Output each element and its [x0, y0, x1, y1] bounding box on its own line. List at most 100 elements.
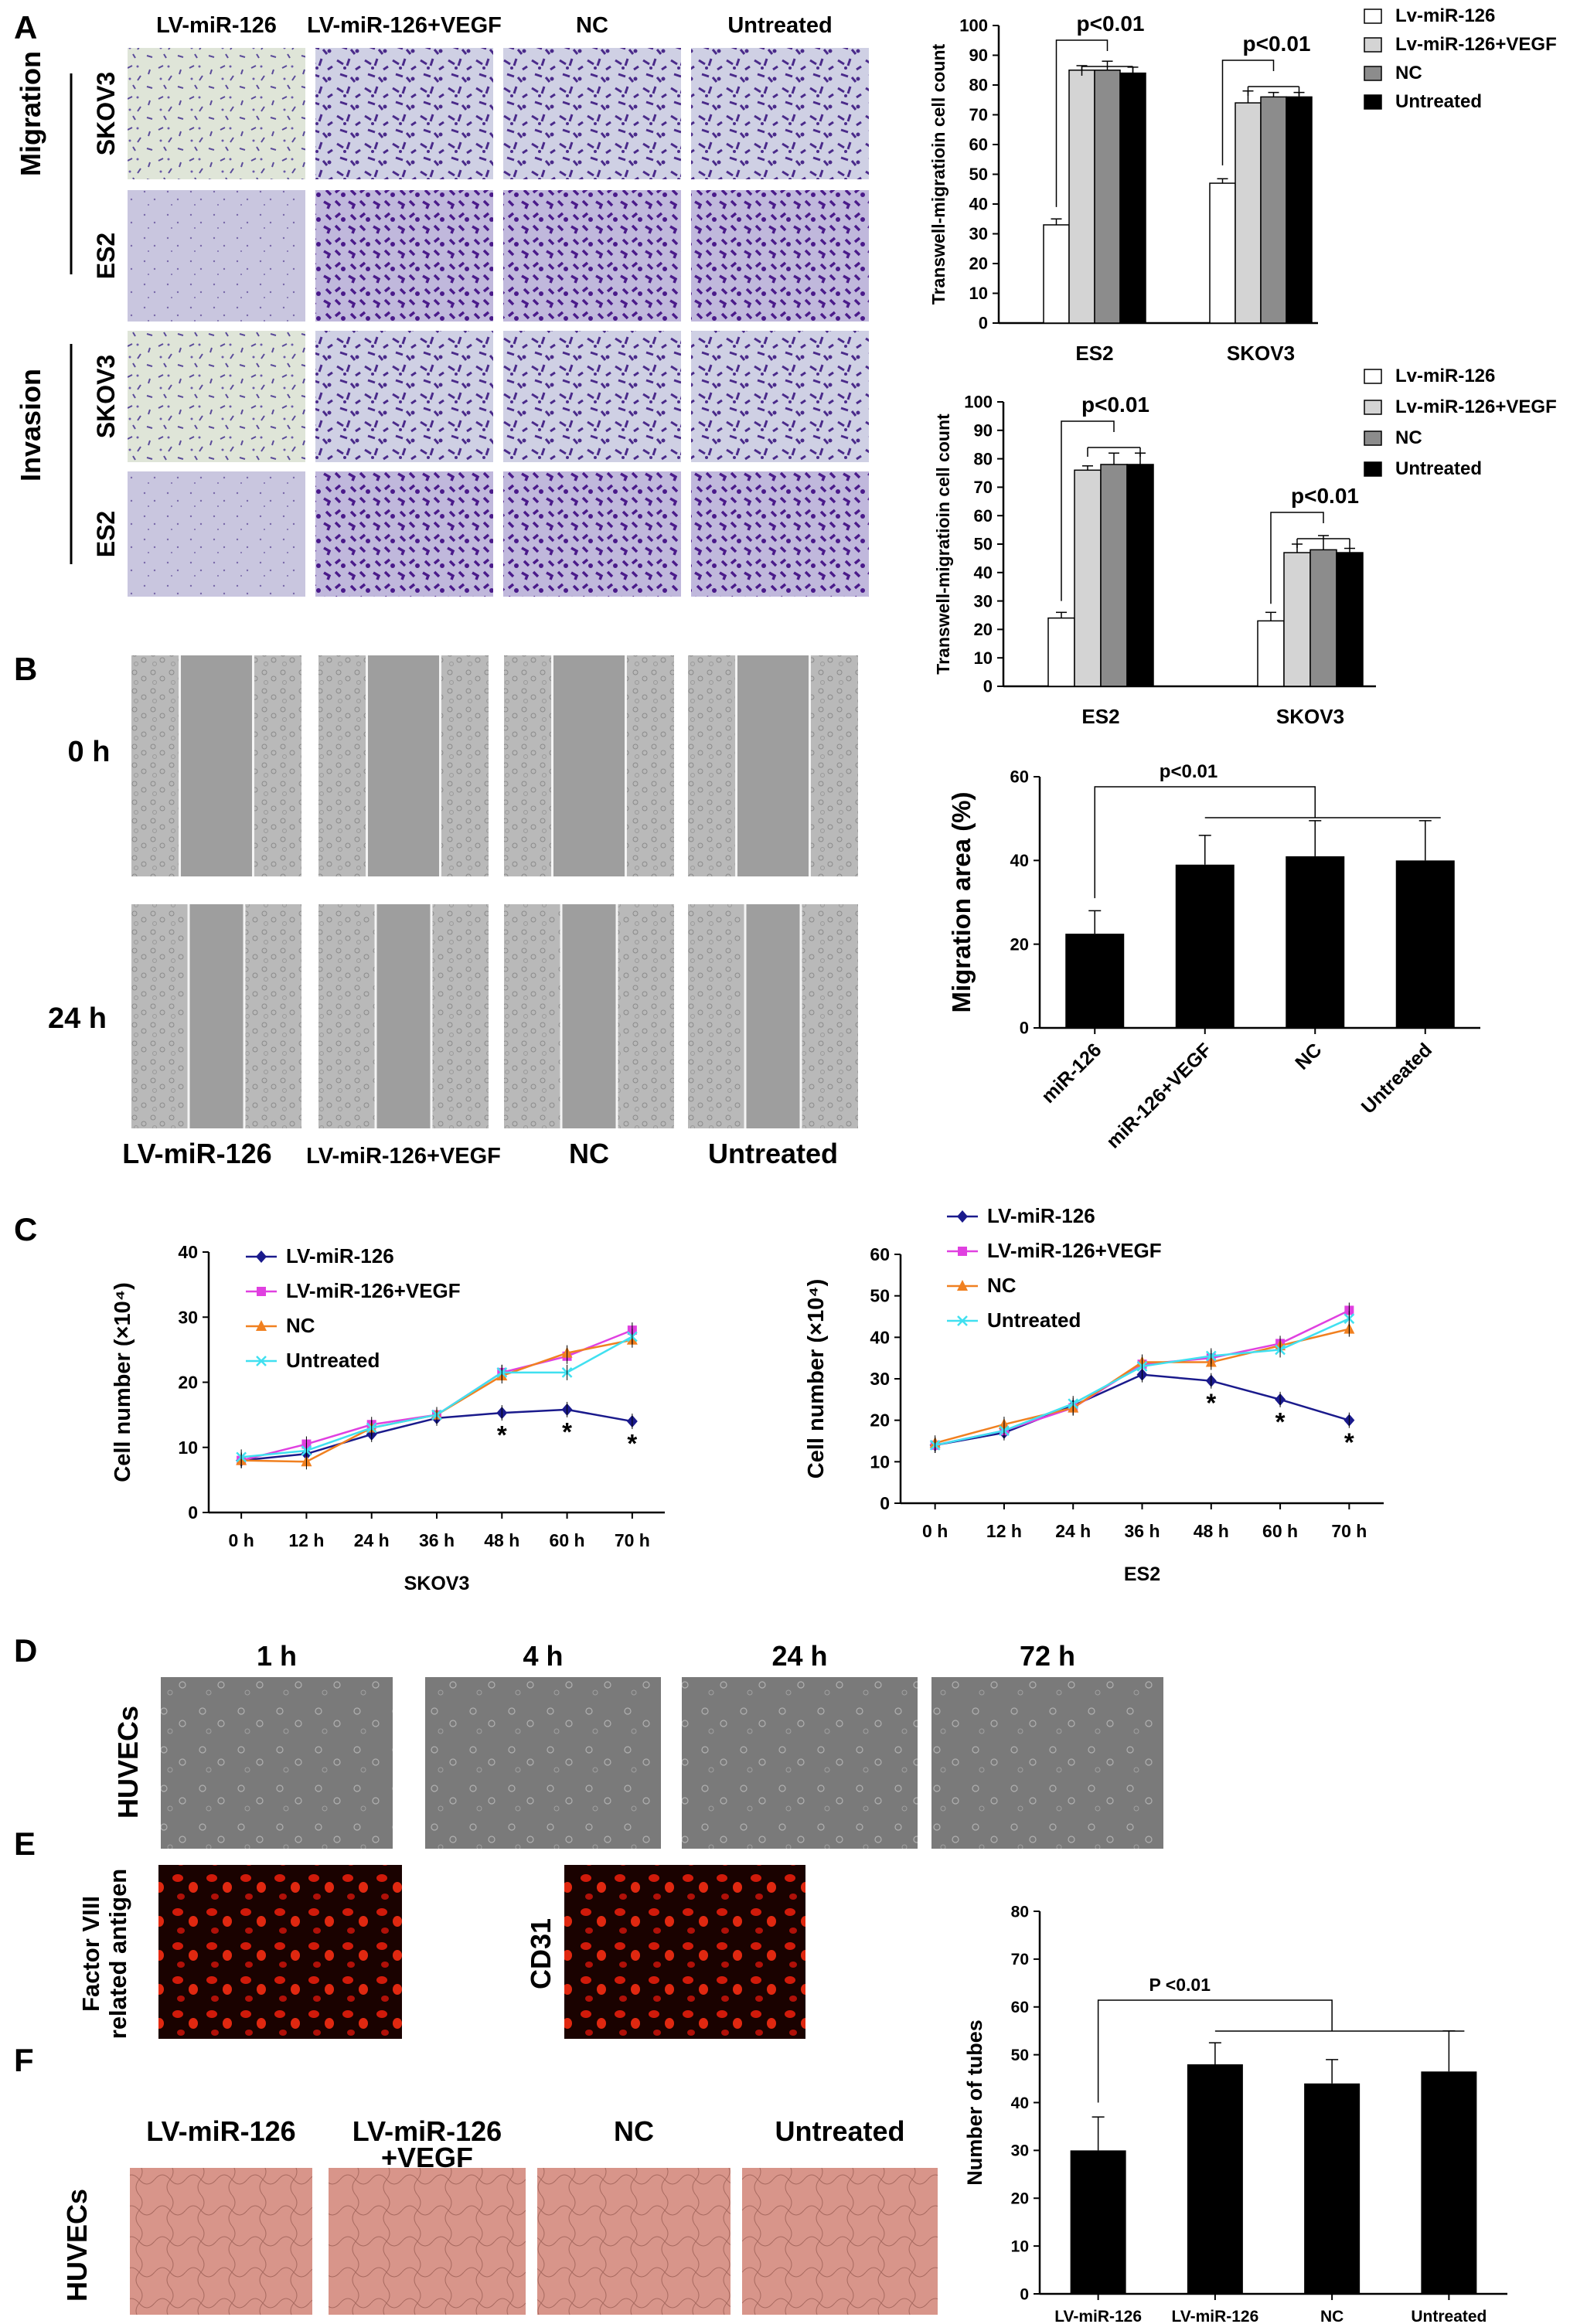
panelA-group-label: Invasion: [15, 369, 46, 481]
y-tick-label: 50: [969, 165, 988, 184]
transwell-micrograph: [315, 48, 493, 179]
y-tick-label: 30: [178, 1307, 198, 1327]
transwell-micrograph: [128, 190, 305, 322]
legend-entry: NC: [1395, 427, 1422, 448]
y-tick-label: 100: [959, 16, 988, 36]
y-tick-label: 0: [1020, 1019, 1029, 1038]
p-value-label: P <0.01: [1149, 1975, 1211, 1995]
transwell-micrograph: [691, 331, 869, 462]
x-category-label: miR-126+VEGF: [1102, 1039, 1216, 1152]
panel-letter-E: E: [14, 1826, 36, 1862]
legend-entry: Untreated: [1395, 91, 1482, 112]
y-tick-label: 90: [969, 46, 988, 65]
legend-swatch: [1364, 369, 1382, 384]
huvec-micrograph: [931, 1677, 1163, 1849]
panelD-time-label: 1 h: [257, 1640, 297, 1672]
legend-swatch: [1364, 94, 1382, 110]
significance-star: *: [1275, 1407, 1286, 1436]
panelA-group-label: Migration: [15, 51, 46, 176]
bar: [1100, 464, 1128, 687]
y-tick-label: 10: [1011, 2237, 1029, 2255]
legend-entry: Untreated: [286, 1349, 380, 1372]
panelB-time-label: 24 h: [48, 1002, 107, 1035]
significance-star: *: [627, 1429, 637, 1458]
marker: [957, 1315, 968, 1326]
y-tick-label: 10: [178, 1438, 198, 1458]
significance-bracket: [1221, 60, 1275, 165]
y-tick-label: 90: [974, 421, 993, 441]
x-tick-label: 48 h: [484, 1530, 519, 1550]
x-category-label: ES2: [1075, 342, 1113, 365]
y-tick-label: 40: [1010, 851, 1029, 870]
x-tick-label: 12 h: [288, 1530, 324, 1550]
panel-letter-B: B: [14, 651, 37, 687]
huvec-micrograph: [682, 1677, 918, 1849]
bar: [1304, 2083, 1361, 2294]
bar: [1309, 549, 1337, 687]
panelE-label: related antigen: [104, 1869, 131, 2040]
y-axis-label: Transwell-migratioin cell count: [928, 43, 948, 305]
legend-entry: Lv-miR-126: [1395, 5, 1495, 26]
y-tick-label: 50: [870, 1286, 890, 1306]
transwell-micrograph: [315, 331, 493, 462]
panelA-row-label: ES2: [92, 511, 120, 557]
x-tick-label: 60 h: [1262, 1521, 1298, 1541]
marker: [257, 1287, 266, 1296]
bar: [1070, 2150, 1126, 2294]
x-tick-label: 36 h: [419, 1530, 455, 1550]
panelB-column-label: NC: [569, 1138, 609, 1169]
legend-swatch: [1364, 37, 1382, 53]
scratch-gap: [745, 904, 801, 1128]
y-tick-label: 30: [969, 224, 988, 243]
chart-transwell-migration: 0 10 20 30 40 50 60 70 80 90 100 ES2 p<0.01 SKOV3 p<0.…: [928, 5, 1557, 365]
bar: [1065, 934, 1125, 1028]
transwell-micrograph: [691, 48, 869, 179]
scratch-gap: [376, 904, 431, 1128]
scratch-gap: [366, 655, 441, 876]
marker: [957, 1210, 968, 1223]
x-category-label: LV-miR-126: [1054, 2308, 1142, 2324]
legend-swatch: [1364, 9, 1382, 24]
bar: [1126, 464, 1154, 687]
legend-entry: LV-miR-126+VEGF: [286, 1279, 461, 1302]
bar: [1068, 70, 1095, 324]
legend-entry: LV-miR-126+VEGF: [987, 1239, 1162, 1262]
legend-entry: LV-miR-126: [286, 1244, 394, 1267]
panelD-time-label: 72 h: [1020, 1640, 1075, 1672]
tube-formation-image: [329, 2168, 526, 2315]
bar: [1235, 102, 1262, 324]
panelA-column-label: NC: [576, 13, 608, 38]
y-tick-label: 40: [969, 195, 988, 214]
transwell-micrograph: [315, 190, 493, 322]
legend-swatch: [1364, 66, 1382, 81]
transwell-micrograph: [503, 48, 681, 179]
significance-bracket: [1296, 538, 1350, 548]
transwell-micrograph: [315, 471, 493, 597]
significance-star: *: [497, 1421, 507, 1449]
y-tick-label: 10: [969, 284, 988, 303]
y-axis-label: Transwell-migratioin cell count: [933, 413, 953, 675]
legend-swatch: [1364, 430, 1382, 446]
y-tick-label: 30: [870, 1369, 890, 1389]
legend-entry: LV-miR-126: [987, 1204, 1095, 1227]
transwell-micrograph: [503, 331, 681, 462]
significance-star: *: [1206, 1389, 1216, 1417]
marker: [256, 1320, 267, 1331]
significance-bracket: [1270, 512, 1324, 604]
significance-bracket: [1081, 66, 1134, 76]
legend-entry: Lv-miR-126+VEGF: [1395, 34, 1557, 55]
bar: [1074, 469, 1102, 687]
y-tick-label: 80: [969, 76, 988, 95]
x-tick-label: 0 h: [229, 1530, 254, 1550]
bar: [1421, 2071, 1477, 2294]
significance-star: *: [562, 1417, 572, 1446]
legend-entry: Untreated: [1395, 458, 1482, 479]
y-tick-label: 20: [870, 1410, 890, 1431]
y-tick-label: 40: [870, 1327, 890, 1347]
p-value-label: p<0.01: [1081, 393, 1149, 417]
panelA-row-label: ES2: [92, 233, 120, 279]
micrograph-layer: [128, 48, 1163, 2315]
panelF-column-label: Untreated: [775, 2115, 904, 2147]
